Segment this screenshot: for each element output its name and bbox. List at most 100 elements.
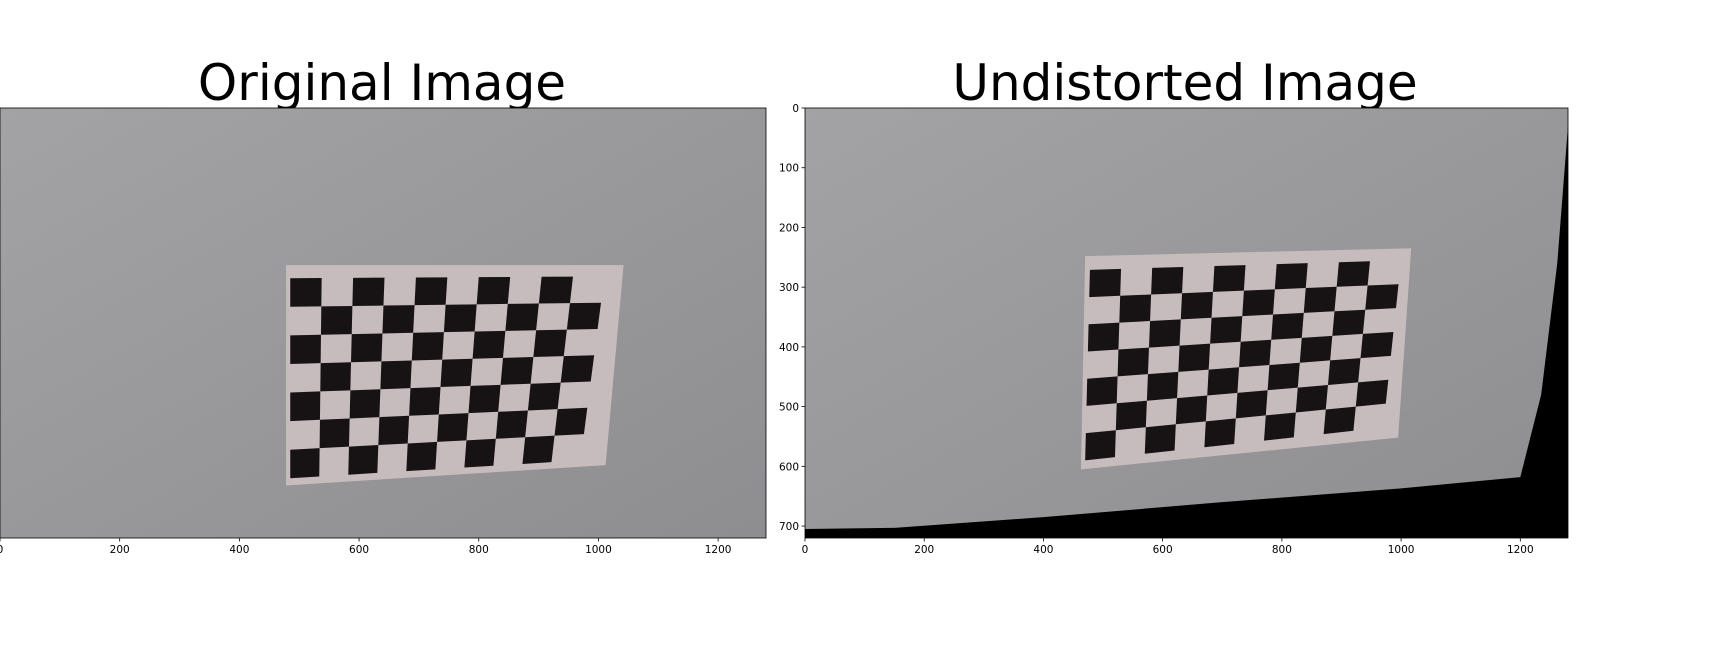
y-tick-label: 400 xyxy=(779,342,799,354)
x-tick-label: 800 xyxy=(469,544,489,556)
checker-square xyxy=(380,360,412,390)
checker-square xyxy=(290,334,321,364)
checker-square xyxy=(1274,263,1308,290)
y-tick-label: 100 xyxy=(779,163,799,175)
checker-square xyxy=(352,277,385,306)
y-tick-label: 700 xyxy=(779,521,799,533)
checker-square xyxy=(1115,400,1147,431)
y-tick-label: 600 xyxy=(779,461,799,473)
checker-square xyxy=(538,276,574,304)
y-tick-label: 0 xyxy=(792,103,799,115)
checker-square xyxy=(505,303,539,331)
checker-square xyxy=(1144,424,1176,454)
checker-square xyxy=(414,277,448,306)
x-tick-label: 0 xyxy=(0,544,3,556)
original-image-panel: 0 200 400 600 800 1000 1200 xyxy=(0,107,767,556)
checker-square xyxy=(1323,406,1356,435)
y-tick-label: 200 xyxy=(779,222,799,234)
checker-square xyxy=(1089,268,1122,298)
checker-square xyxy=(1239,339,1272,368)
y-tick-label: 500 xyxy=(779,402,799,414)
x-tick-label: 0 xyxy=(802,544,809,556)
x-tick-label: 1200 xyxy=(1507,544,1534,556)
checker-square xyxy=(522,435,555,464)
checker-square xyxy=(1360,331,1394,359)
checker-square xyxy=(1087,322,1120,352)
undistort-black-border xyxy=(805,125,1568,538)
checker-square xyxy=(1336,261,1370,287)
checker-square xyxy=(1267,362,1300,391)
checker-square xyxy=(1212,265,1246,292)
photo-content xyxy=(0,108,766,538)
checker-square xyxy=(1148,319,1181,348)
checker-square xyxy=(1086,376,1118,406)
checker-square xyxy=(1117,347,1149,377)
checker-square xyxy=(437,413,469,442)
checker-square xyxy=(320,362,352,392)
checker-square xyxy=(378,415,410,446)
checker-square xyxy=(1204,418,1236,448)
x-tick-label: 1000 xyxy=(1388,544,1415,556)
checker-square xyxy=(464,438,496,468)
photo-content xyxy=(805,108,1568,538)
checker-square xyxy=(1271,312,1304,340)
x-tick-label: 1000 xyxy=(585,544,612,556)
x-tick-label: 200 xyxy=(914,544,934,556)
checker-square xyxy=(476,276,511,305)
checker-square xyxy=(1210,316,1243,344)
checker-square xyxy=(1235,390,1268,419)
axes-frame xyxy=(804,107,1569,539)
checker-square xyxy=(554,407,588,436)
checker-square xyxy=(349,389,381,419)
x-tick-label: 1200 xyxy=(705,544,732,556)
x-tick-label: 600 xyxy=(349,544,369,556)
checker-square xyxy=(290,278,322,307)
checker-square xyxy=(1151,266,1184,295)
checker-square xyxy=(290,448,320,479)
checker-square xyxy=(1085,430,1116,461)
checker-square xyxy=(566,302,602,330)
undistorted-image-panel: 0 200 400 600 800 1000 1200 0 100 200 300 400 500 600… xyxy=(779,103,1569,556)
checker-square xyxy=(319,418,350,449)
checker-square xyxy=(527,382,561,411)
checker-square xyxy=(495,410,528,439)
checker-square xyxy=(500,356,534,385)
checker-square xyxy=(1295,384,1328,413)
checker-square xyxy=(1303,286,1337,313)
checker-square xyxy=(320,305,353,335)
checker-square xyxy=(533,329,567,357)
checker-square xyxy=(472,330,506,359)
x-tick-label: 200 xyxy=(110,544,130,556)
checker-square xyxy=(443,304,477,333)
checker-square xyxy=(1146,371,1179,401)
checker-square xyxy=(1327,358,1361,385)
checker-square xyxy=(1365,284,1399,310)
checker-square xyxy=(440,358,473,388)
axes-frame xyxy=(0,107,767,539)
x-tick-label: 800 xyxy=(1272,544,1292,556)
checker-square xyxy=(1175,395,1208,425)
x-tick-label: 600 xyxy=(1153,544,1173,556)
checker-square xyxy=(1207,367,1240,396)
checker-square xyxy=(1355,379,1389,407)
x-tick-label: 400 xyxy=(229,544,249,556)
y-tick-label: 300 xyxy=(779,282,799,294)
checker-square xyxy=(1299,335,1333,363)
checker-square xyxy=(1178,343,1211,372)
checker-square xyxy=(409,387,441,416)
checker-square xyxy=(1119,294,1152,323)
checker-square xyxy=(1263,412,1296,441)
checker-square xyxy=(560,355,595,383)
checker-square xyxy=(468,384,501,414)
checker-square xyxy=(1242,289,1275,317)
checker-square xyxy=(382,305,415,334)
checker-square xyxy=(411,332,444,361)
checker-square xyxy=(1180,291,1213,320)
x-tick-label: 400 xyxy=(1033,544,1053,556)
checker-square xyxy=(290,391,321,422)
original-image-title: Original Image xyxy=(197,54,567,112)
checker-square xyxy=(1332,309,1366,336)
undistorted-image-title: Undistorted Image xyxy=(952,54,1418,112)
checker-square xyxy=(351,333,383,363)
checker-square xyxy=(406,441,438,472)
